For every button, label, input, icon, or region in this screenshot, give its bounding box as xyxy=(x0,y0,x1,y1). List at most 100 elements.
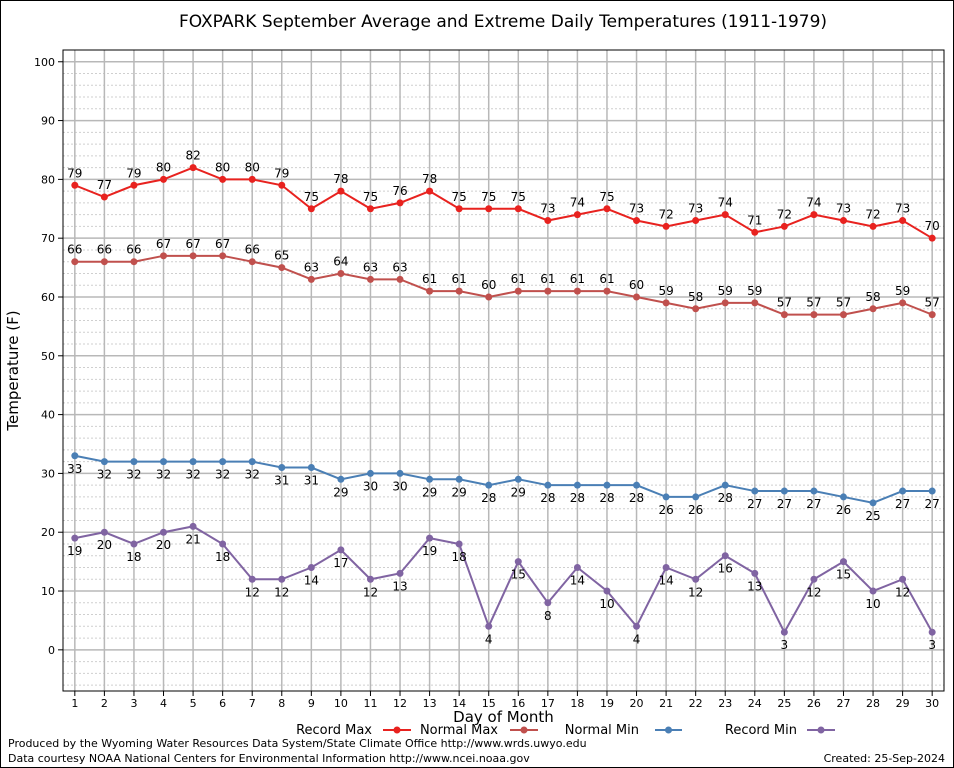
data-point xyxy=(692,217,700,225)
data-point xyxy=(278,464,286,472)
data-label: 75 xyxy=(599,190,614,204)
data-point xyxy=(810,487,818,495)
data-point xyxy=(899,487,907,495)
x-tick-label: 16 xyxy=(511,697,525,710)
data-point xyxy=(603,205,611,213)
data-point xyxy=(278,181,286,189)
data-label: 78 xyxy=(333,172,348,186)
data-point xyxy=(573,564,581,572)
data-point xyxy=(514,475,522,483)
data-label: 26 xyxy=(688,503,703,517)
data-label: 67 xyxy=(185,237,200,251)
data-label: 65 xyxy=(274,249,289,263)
data-label: 12 xyxy=(895,585,910,599)
data-label: 78 xyxy=(422,172,437,186)
y-axis: 0 10 20 30 40 50 60 70 80 90 100 xyxy=(34,56,63,657)
data-label: 13 xyxy=(392,579,407,593)
y-tick-label: 10 xyxy=(41,585,55,598)
credit-produced-by: Produced by the Wyoming Water Resources … xyxy=(8,737,587,750)
chart-title: FOXPARK September Average and Extreme Da… xyxy=(179,12,827,32)
data-point xyxy=(160,252,168,260)
data-point xyxy=(366,575,374,583)
data-point xyxy=(928,487,936,495)
series-line-normal-min xyxy=(74,454,933,504)
x-tick-label: 27 xyxy=(836,697,850,710)
data-label: 61 xyxy=(599,272,614,286)
data-point xyxy=(337,269,345,277)
data-point xyxy=(248,458,256,466)
data-point xyxy=(899,575,907,583)
data-label: 32 xyxy=(245,468,260,482)
x-tick-label: 5 xyxy=(190,697,197,710)
data-point xyxy=(544,481,552,489)
data-label: 12 xyxy=(245,585,260,599)
x-tick-label: 20 xyxy=(630,697,644,710)
data-point xyxy=(810,311,818,319)
data-label: 12 xyxy=(363,585,378,599)
data-point xyxy=(396,275,404,283)
data-point xyxy=(839,493,847,501)
data-label: 26 xyxy=(658,503,673,517)
data-point xyxy=(721,299,729,307)
data-label: 75 xyxy=(363,190,378,204)
data-point xyxy=(544,287,552,295)
data-point xyxy=(130,540,138,548)
data-point xyxy=(366,469,374,477)
data-label: 61 xyxy=(452,272,467,286)
data-label: 64 xyxy=(333,254,348,268)
data-point xyxy=(426,475,434,483)
data-point xyxy=(514,287,522,295)
data-point xyxy=(839,311,847,319)
data-label: 15 xyxy=(511,568,526,582)
data-label: 14 xyxy=(570,574,585,588)
created-date: Created: 25-Sep-2024 xyxy=(823,752,945,765)
data-label: 29 xyxy=(452,485,467,499)
data-label: 21 xyxy=(185,532,200,546)
data-label: 58 xyxy=(865,290,880,304)
data-label: 14 xyxy=(304,574,319,588)
data-point xyxy=(721,211,729,219)
x-tick-label: 22 xyxy=(689,697,703,710)
data-label: 28 xyxy=(570,491,585,505)
data-label: 63 xyxy=(392,260,407,274)
data-label: 73 xyxy=(688,202,703,216)
data-point xyxy=(780,487,788,495)
x-tick-label: 18 xyxy=(570,697,584,710)
data-label: 75 xyxy=(304,190,319,204)
data-point xyxy=(130,458,138,466)
data-label: 28 xyxy=(540,491,555,505)
series-record-min: 19 20 18 20 21 18 12 12 14 17 12 13 19 18 4 15 8 14 10 4 14 1… xyxy=(67,522,936,652)
data-label: 27 xyxy=(777,497,792,511)
y-tick-label: 90 xyxy=(41,115,55,128)
data-label: 66 xyxy=(97,243,112,257)
data-label: 79 xyxy=(67,166,82,180)
data-point xyxy=(603,481,611,489)
data-label: 73 xyxy=(540,202,555,216)
data-label: 75 xyxy=(481,190,496,204)
x-tick-label: 24 xyxy=(748,697,762,710)
plot-area xyxy=(62,49,945,692)
data-point xyxy=(662,493,670,501)
x-tick-label: 4 xyxy=(160,697,167,710)
data-label: 76 xyxy=(392,184,407,198)
data-label: 32 xyxy=(185,468,200,482)
data-point xyxy=(455,205,463,213)
data-point xyxy=(426,187,434,195)
data-label: 25 xyxy=(865,509,880,523)
y-tick-label: 20 xyxy=(41,526,55,539)
legend-marker xyxy=(520,726,528,734)
data-point xyxy=(839,217,847,225)
data-point xyxy=(692,493,700,501)
data-point xyxy=(219,540,227,548)
series-line-normal-max xyxy=(74,254,933,316)
data-label: 80 xyxy=(215,160,230,174)
data-label: 74 xyxy=(806,196,821,210)
data-point xyxy=(839,558,847,566)
x-tick-label: 9 xyxy=(308,697,315,710)
data-label: 12 xyxy=(274,585,289,599)
data-label: 3 xyxy=(781,638,789,652)
x-tick-label: 6 xyxy=(219,697,226,710)
data-label: 61 xyxy=(570,272,585,286)
legend-label: Normal Max xyxy=(420,723,498,738)
